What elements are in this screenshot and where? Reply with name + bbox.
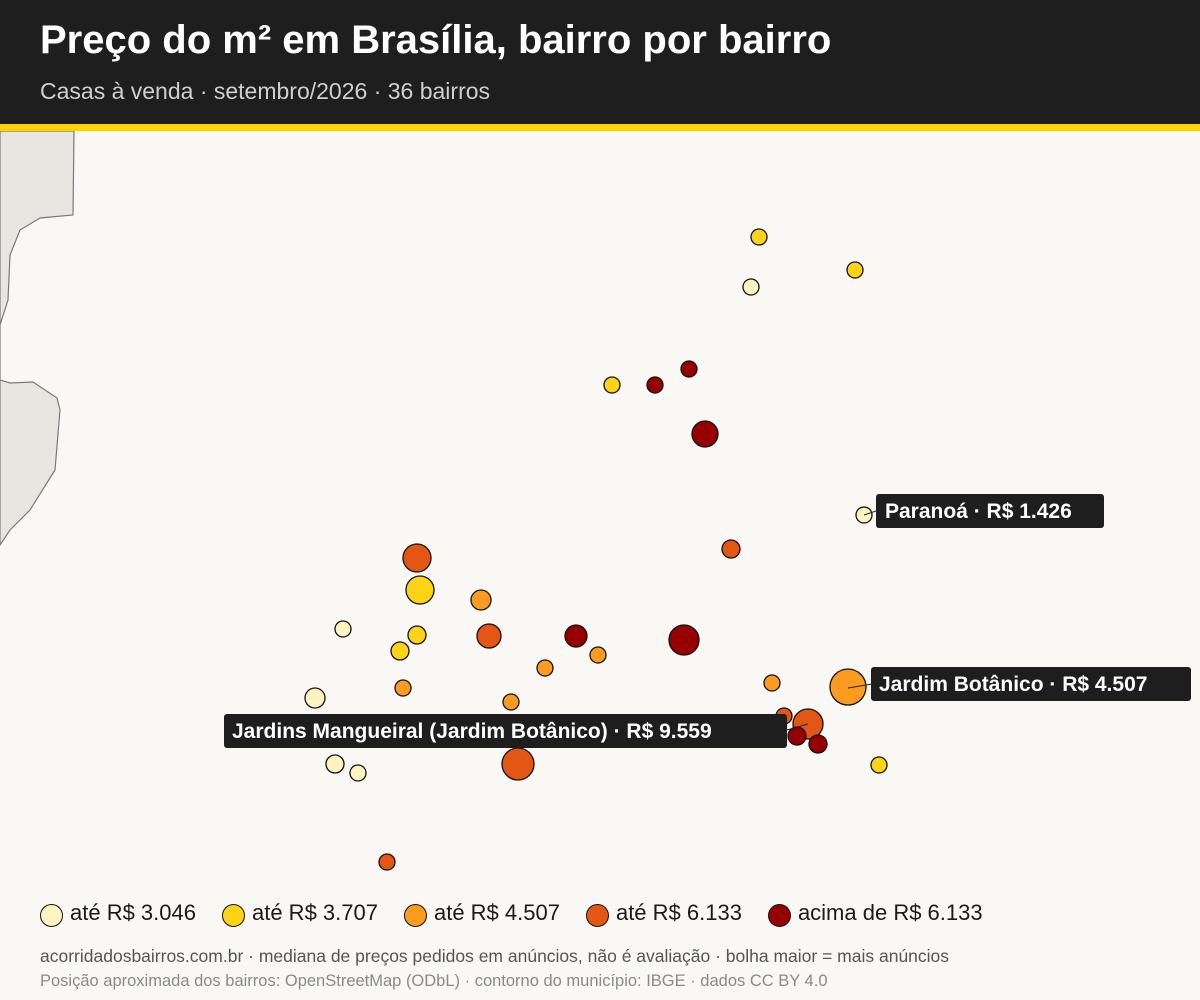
legend-swatch — [221, 903, 245, 927]
neighborhood-bubble — [846, 261, 864, 279]
legend-swatch — [585, 903, 609, 927]
callout-leader — [786, 723, 809, 731]
legend-label: acima de R$ 6.133 — [797, 900, 983, 925]
map-subtitle: Casas à venda · setembro/2026 · 36 bairr… — [40, 78, 491, 104]
neighborhood-bubble — [564, 624, 588, 648]
footer-credits: Posição aproximada dos bairros: OpenStre… — [40, 972, 828, 990]
neighborhood-bubble — [829, 668, 867, 706]
callout-leader — [847, 683, 873, 689]
legend-label: até R$ 3.046 — [70, 900, 196, 925]
callout-paranoa: Paranoá · R$ 1.426 — [863, 494, 1104, 528]
neighborhood-points — [304, 228, 888, 871]
neighborhood-bubble — [763, 674, 781, 692]
callout-leader — [863, 510, 877, 516]
callout-box — [871, 667, 1191, 701]
header-bar: Preço do m² em Brasília, bairro por bair… — [0, 0, 1200, 124]
neighborhood-bubble — [750, 228, 768, 246]
neighborhood-bubble — [870, 756, 888, 774]
legend-label: até R$ 4.507 — [433, 900, 560, 925]
callout-labels: Paranoá · R$ 1.426 Jardim Botânico · R$ … — [224, 494, 1191, 748]
legend-label: até R$ 3.707 — [251, 900, 378, 925]
neighborhood-bubble — [325, 754, 345, 774]
neighborhood-bubble — [390, 641, 410, 661]
callout-box — [876, 494, 1104, 528]
neighborhood-bubble — [502, 693, 520, 711]
legend: até R$ 3.046 até R$ 3.707 até R$ 4.507 a… — [40, 896, 1009, 930]
neighborhood-bubble — [334, 620, 352, 638]
legend-item-tier-1: até R$ 3.046 — [40, 900, 196, 927]
neighborhood-bubble — [668, 624, 700, 656]
neighborhood-bubble — [589, 646, 607, 664]
map-canvas: Paranoá · R$ 1.426 Jardim Botânico · R$ … — [0, 131, 1191, 871]
legend-item-tier-4: até R$ 6.133 — [585, 900, 742, 927]
neighborhood-bubble — [349, 764, 367, 782]
neighborhood-bubble — [476, 623, 502, 649]
callout-jardins-mangueiral: Jardins Mangueiral (Jardim Botânico) · R… — [224, 714, 809, 748]
footer-source-note: acorridadosbairros.com.br · mediana de p… — [40, 946, 950, 966]
neighborhood-bubble — [470, 589, 492, 611]
legend-swatch — [767, 903, 791, 927]
neighborhood-bubble — [378, 853, 396, 871]
callout-text: Jardim Botânico · R$ 4.507 — [879, 673, 1147, 696]
legend-label: até R$ 6.133 — [615, 900, 742, 925]
legend-item-tier-3: até R$ 4.507 — [403, 900, 560, 927]
neighborhood-bubble — [808, 734, 828, 754]
neighborhood-bubble — [501, 747, 535, 781]
neighborhood-bubble — [680, 360, 698, 378]
neighborhood-bubble — [402, 543, 432, 573]
legend-item-tier-2: até R$ 3.707 — [221, 900, 378, 927]
municipality-outline — [0, 131, 75, 547]
neighborhood-bubble — [646, 376, 664, 394]
neighborhood-bubble — [405, 575, 435, 605]
neighborhood-bubble — [304, 687, 326, 709]
legend-item-tier-5: acima de R$ 6.133 — [767, 900, 983, 927]
legend-swatch — [403, 903, 427, 927]
callout-jardim-botanico: Jardim Botânico · R$ 4.507 — [847, 667, 1191, 701]
callout-text: Jardins Mangueiral (Jardim Botânico) · R… — [232, 720, 712, 743]
legend-swatch — [40, 903, 63, 927]
neighborhood-bubble — [721, 539, 741, 559]
callout-box — [224, 714, 787, 748]
neighborhood-bubble — [787, 726, 807, 746]
neighborhood-bubble — [394, 679, 412, 697]
header-accent-rule — [0, 124, 1200, 131]
neighborhood-bubble — [742, 278, 760, 296]
map-title: Preço do m² em Brasília, bairro por bair… — [40, 18, 832, 62]
neighborhood-bubble — [536, 659, 554, 677]
neighborhood-bubble — [407, 625, 427, 645]
neighborhood-bubble — [691, 420, 719, 448]
callout-text: Paranoá · R$ 1.426 — [885, 500, 1072, 523]
neighborhood-bubble — [603, 376, 621, 394]
